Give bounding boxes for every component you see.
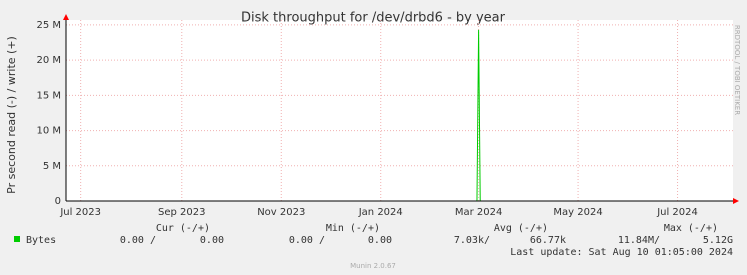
chart-title: Disk throughput for /dev/drbd6 - by year xyxy=(241,11,506,26)
legend-value: 0.00 / xyxy=(120,235,156,246)
y-tick-label: 20 M xyxy=(36,55,61,66)
legend-value: 0.00 / xyxy=(289,235,325,246)
y-tick-label: 25 M xyxy=(36,20,61,31)
legend-value: 7.03k/ xyxy=(454,235,490,246)
legend-entry: Bytes xyxy=(26,235,56,246)
y-tick-label: 0 xyxy=(55,196,61,207)
y-axis-arrow xyxy=(63,14,69,20)
x-tick-label: Jul 2023 xyxy=(59,207,101,218)
x-tick-label: Sep 2023 xyxy=(158,207,205,218)
legend-swatch xyxy=(14,236,20,242)
last-update: Last update: Sat Aug 10 01:05:00 2024 xyxy=(510,247,733,258)
x-tick-label: Nov 2023 xyxy=(257,207,305,218)
y-tick-label: 15 M xyxy=(36,90,61,101)
x-tick-label: May 2024 xyxy=(553,207,602,218)
legend-value: 66.77k xyxy=(530,235,566,246)
y-axis-label: Pr second read (-) / write (+) xyxy=(5,36,18,194)
y-tick-label: 10 M xyxy=(36,126,61,137)
legend-header: Cur (-/+) xyxy=(156,223,210,234)
x-tick-label: Jan 2024 xyxy=(358,207,403,218)
x-axis-arrow xyxy=(733,198,739,204)
legend-header: Avg (-/+) xyxy=(494,223,548,234)
legend-header: Max (-/+) xyxy=(664,223,718,234)
legend-header: Min (-/+) xyxy=(326,223,380,234)
plot-area xyxy=(66,20,733,201)
y-tick-label: 5 M xyxy=(43,161,61,172)
footer: Munin 2.0.67 xyxy=(350,262,396,270)
side-label: RRDTOOL / TOBI OETIKER xyxy=(733,25,741,115)
legend-value: 5.12G xyxy=(703,235,733,246)
legend-value: 0.00 xyxy=(200,235,224,246)
x-tick-label: Jul 2024 xyxy=(656,207,698,218)
legend-value: 11.84M/ xyxy=(618,235,660,246)
legend-value: 0.00 xyxy=(368,235,392,246)
x-tick-label: Mar 2024 xyxy=(455,207,503,218)
